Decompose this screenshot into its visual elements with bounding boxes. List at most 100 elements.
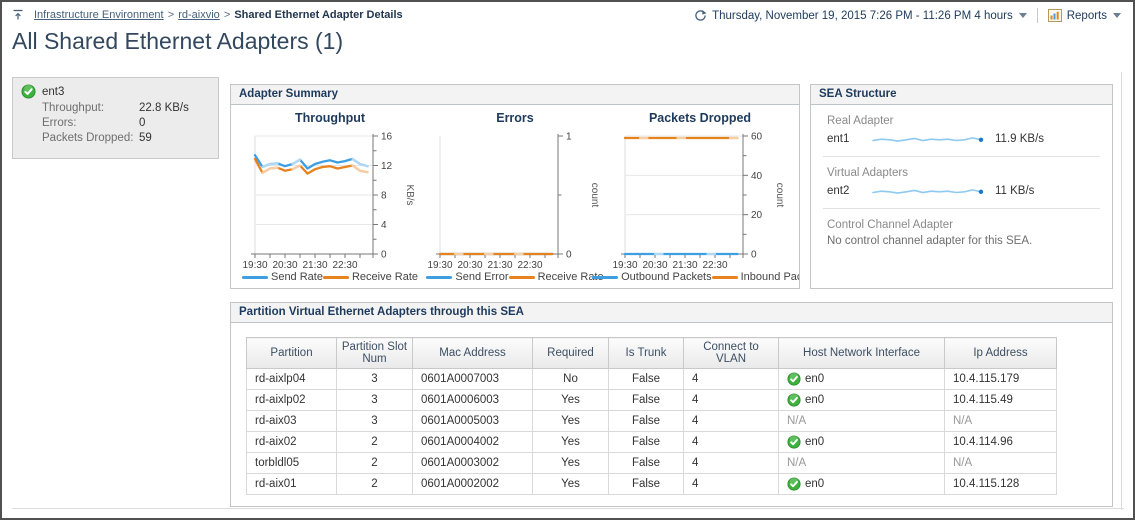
panel-title: Partition Virtual Ethernet Adapters thro… bbox=[231, 303, 1112, 323]
table-row[interactable]: rd-aix02 2 0601A0004002 Yes False 4 en0 … bbox=[246, 431, 1057, 453]
sea-section-control-channel: Control Channel Adapter No control chann… bbox=[827, 219, 1033, 247]
table-row[interactable]: torbldl05 2 0601A0003002 Yes False 4 N/A… bbox=[246, 452, 1057, 474]
status-ok-icon bbox=[787, 435, 801, 449]
chart-plot[interactable]: 19:30 20:30 21:30 22:30 0 4 8 12 16 KB/s bbox=[239, 126, 421, 271]
status-ok-icon bbox=[787, 477, 801, 491]
adapter-name: ent3 bbox=[42, 85, 65, 98]
status-ok-icon bbox=[21, 84, 36, 99]
cell-trunk: False bbox=[608, 473, 684, 495]
chart-legend: Outbound Packets Inbound Pack bbox=[592, 271, 799, 283]
chart-plot[interactable]: 19:30 20:30 21:30 22:30 0 1 count bbox=[424, 126, 606, 271]
cell-mac: 0601A0004002 bbox=[412, 431, 533, 453]
svg-text:21:30: 21:30 bbox=[672, 260, 697, 270]
topbar-controls: Thursday, November 19, 2015 7:26 PM - 11… bbox=[694, 8, 1121, 23]
drill-up-icon[interactable] bbox=[12, 9, 24, 21]
svg-text:4: 4 bbox=[381, 220, 387, 231]
svg-text:19:30: 19:30 bbox=[242, 260, 267, 270]
cell-mac: 0601A0005003 bbox=[412, 410, 533, 432]
svg-text:KB/s: KB/s bbox=[404, 184, 415, 205]
cell-vlan: 4 bbox=[683, 389, 779, 411]
svg-text:1: 1 bbox=[566, 132, 572, 143]
chart-plot[interactable]: 19:30 20:30 21:30 22:30 0 20 40 60 count bbox=[609, 126, 791, 271]
partition-table-panel: Partition Virtual Ethernet Adapters thro… bbox=[230, 302, 1113, 507]
cell-mac: 0601A0006003 bbox=[412, 389, 533, 411]
cell-slot: 3 bbox=[336, 368, 413, 390]
breadcrumb-link[interactable]: Infrastructure Environment bbox=[34, 9, 164, 21]
cell-slot: 3 bbox=[336, 389, 413, 411]
table-row[interactable]: rd-aix03 3 0601A0005003 Yes False 4 N/A … bbox=[246, 410, 1057, 432]
svg-text:12: 12 bbox=[381, 161, 393, 172]
cell-slot: 3 bbox=[336, 410, 413, 432]
column-header: Required bbox=[532, 337, 609, 369]
cell-mac: 0601A0007003 bbox=[412, 368, 533, 390]
table-row[interactable]: rd-aixlp04 3 0601A0007003 No False 4 en0… bbox=[246, 368, 1057, 390]
panel-title: Adapter Summary bbox=[231, 85, 799, 105]
cell-partition: rd-aixlp02 bbox=[246, 389, 337, 411]
time-range-control[interactable]: Thursday, November 19, 2015 7:26 PM - 11… bbox=[694, 9, 1027, 22]
svg-text:21:30: 21:30 bbox=[302, 260, 327, 270]
reports-menu[interactable]: Reports bbox=[1047, 9, 1121, 22]
column-header: Connect to VLAN bbox=[683, 337, 779, 369]
chart-title: Packets Dropped bbox=[648, 111, 752, 125]
cell-host-interface: N/A bbox=[778, 410, 945, 432]
cell-vlan: 4 bbox=[683, 368, 779, 390]
svg-text:19:30: 19:30 bbox=[427, 260, 452, 270]
sparkline bbox=[872, 137, 984, 143]
cell-vlan: 4 bbox=[683, 473, 779, 495]
adapter-name: ent2 bbox=[827, 185, 850, 197]
column-header: Partition Slot Num bbox=[336, 337, 413, 369]
cell-required: Yes bbox=[532, 452, 609, 474]
svg-text:20: 20 bbox=[751, 210, 763, 221]
sparkline bbox=[872, 189, 984, 195]
sea-section-ent2: Virtual Adapters ent2 11 KB/s bbox=[823, 157, 1100, 209]
breadcrumb-separator: > bbox=[167, 9, 175, 21]
cell-ip: 10.4.114.96 bbox=[944, 431, 1057, 453]
cell-required: Yes bbox=[532, 410, 609, 432]
cell-mac: 0601A0003002 bbox=[412, 452, 533, 474]
cell-slot: 2 bbox=[336, 473, 413, 495]
cell-host-interface: en0 bbox=[778, 368, 945, 390]
cell-mac: 0601A0002002 bbox=[412, 473, 533, 495]
cell-host-interface: en0 bbox=[778, 389, 945, 411]
column-header: Host Network Interface bbox=[778, 337, 945, 369]
cell-ip: N/A bbox=[944, 410, 1057, 432]
legend-item: Receive Rate bbox=[508, 271, 604, 283]
svg-text:8: 8 bbox=[381, 191, 387, 202]
svg-text:22:30: 22:30 bbox=[517, 260, 542, 270]
card-metric: Packets Dropped: 59 bbox=[42, 132, 152, 144]
status-ok-icon bbox=[787, 393, 801, 407]
cell-partition: rd-aix03 bbox=[246, 410, 337, 432]
cell-trunk: False bbox=[608, 452, 684, 474]
status-ok-icon bbox=[21, 84, 36, 99]
chart-legend: Send Rate Receive Rate bbox=[239, 271, 421, 283]
cell-host-interface: N/A bbox=[778, 452, 945, 474]
table-row[interactable]: rd-aix01 2 0601A0002002 Yes False 4 en0 … bbox=[246, 473, 1057, 495]
cell-ip: 10.4.115.128 bbox=[944, 473, 1057, 495]
adapter-throughput: 11.9 KB/s bbox=[995, 133, 1045, 145]
cell-partition: torbldl05 bbox=[246, 452, 337, 474]
table-row[interactable]: rd-aixlp02 3 0601A0006003 Yes False 4 en… bbox=[246, 389, 1057, 411]
content-frame-edge bbox=[12, 508, 1124, 509]
svg-text:22:30: 22:30 bbox=[702, 260, 727, 270]
cell-ip: N/A bbox=[944, 452, 1057, 474]
chevron-down-icon bbox=[1018, 13, 1027, 18]
adapter-card-ent3[interactable]: ent3 Throughput: 22.8 KB/s Errors: 0 Pac… bbox=[12, 77, 219, 159]
content-frame-edge bbox=[1121, 72, 1122, 510]
page-title: All Shared Ethernet Adapters (1) bbox=[12, 28, 344, 54]
breadcrumb-link[interactable]: rd-aixvio bbox=[178, 9, 220, 21]
svg-text:60: 60 bbox=[751, 132, 763, 143]
svg-text:0: 0 bbox=[751, 250, 757, 261]
cell-required: Yes bbox=[532, 473, 609, 495]
column-header: Partition bbox=[246, 337, 337, 369]
cell-trunk: False bbox=[608, 368, 684, 390]
legend-item: Send Rate bbox=[241, 271, 323, 283]
partition-table: Partition Partition Slot Num Mac Address Re… bbox=[246, 337, 1057, 495]
breadcrumb: Infrastructure Environment > rd-aixvio >… bbox=[12, 9, 403, 21]
cell-vlan: 4 bbox=[683, 452, 779, 474]
legend-item: Send Error bbox=[426, 271, 509, 283]
svg-text:22:30: 22:30 bbox=[332, 260, 357, 270]
cell-trunk: False bbox=[608, 389, 684, 411]
sea-section-ent1: Real Adapter ent1 11.9 KB/s bbox=[823, 105, 1100, 157]
cell-vlan: 4 bbox=[683, 431, 779, 453]
chevron-down-icon bbox=[1113, 13, 1121, 18]
